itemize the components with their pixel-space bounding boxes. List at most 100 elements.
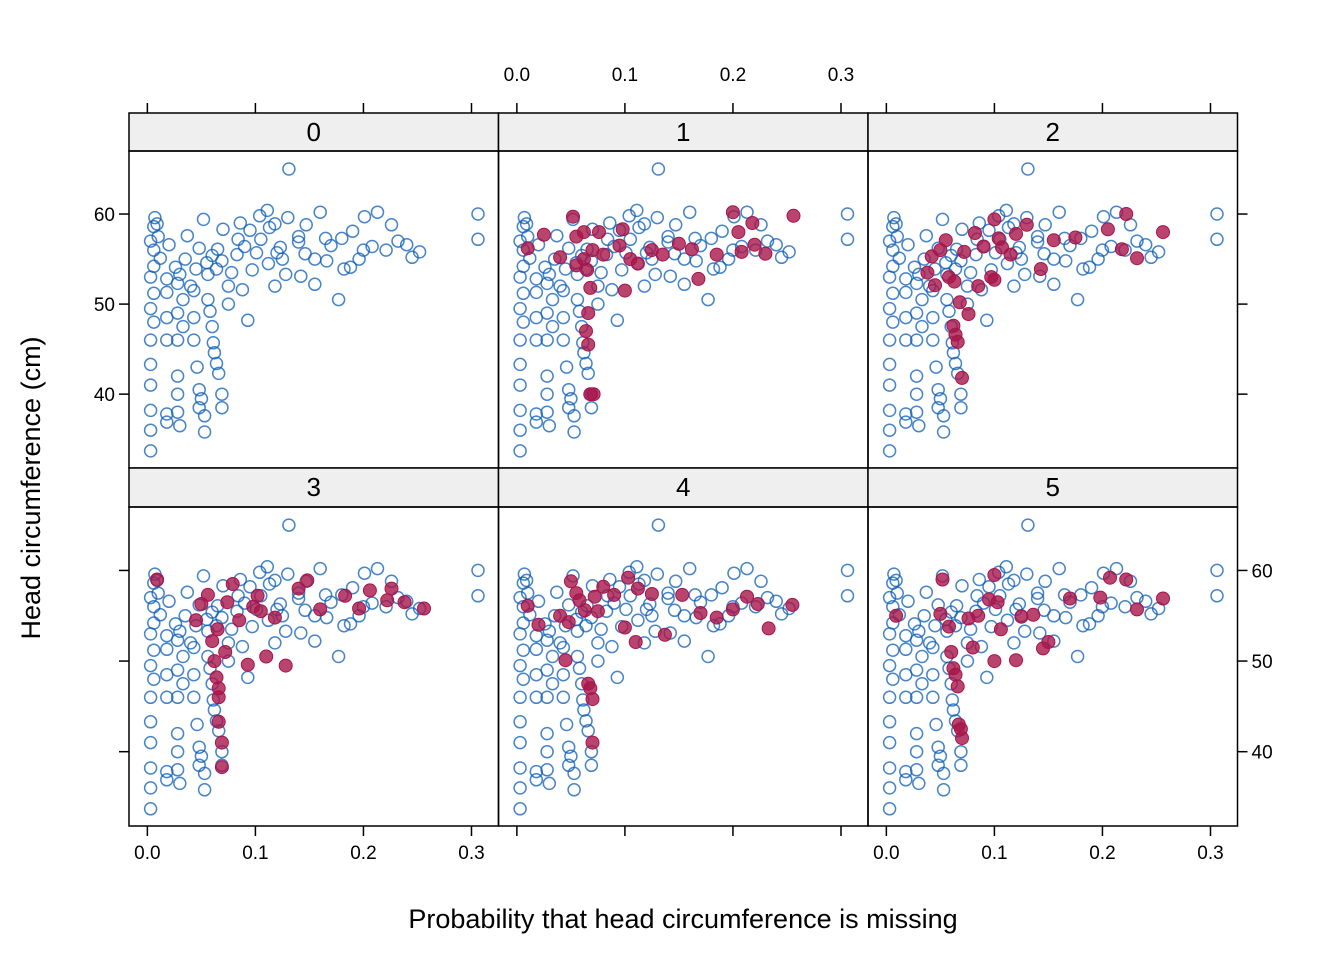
imputed-point bbox=[993, 622, 1008, 637]
observed-point bbox=[1084, 580, 1099, 595]
observed-point bbox=[197, 783, 212, 797]
observed-point bbox=[337, 262, 351, 276]
observed-point bbox=[540, 369, 554, 383]
x-tick-label-top: 0.0 bbox=[504, 65, 530, 86]
observed-point bbox=[1020, 567, 1034, 581]
imputed-point bbox=[725, 205, 740, 220]
observed-point bbox=[1030, 229, 1045, 244]
x-tick-label-bottom: 0.1 bbox=[242, 843, 268, 864]
observed-point bbox=[224, 622, 239, 637]
observed-point bbox=[357, 566, 372, 580]
observed-point bbox=[513, 301, 527, 316]
observed-point bbox=[143, 378, 158, 392]
observed-point bbox=[1030, 235, 1045, 249]
observed-point bbox=[912, 418, 926, 433]
observed-point bbox=[211, 366, 226, 381]
observed-point bbox=[567, 783, 581, 797]
observed-point bbox=[1038, 574, 1052, 589]
observed-point bbox=[936, 425, 951, 439]
observed-point bbox=[516, 286, 531, 301]
imputed-point bbox=[747, 237, 762, 252]
observed-point bbox=[899, 642, 913, 657]
observed-point bbox=[545, 319, 560, 334]
observed-point bbox=[919, 228, 934, 243]
observed-point bbox=[513, 423, 527, 437]
imputed-point bbox=[1103, 570, 1117, 585]
observed-point bbox=[1021, 518, 1035, 532]
observed-point bbox=[972, 572, 987, 587]
imputed-point bbox=[210, 622, 225, 637]
imputed-point bbox=[928, 278, 942, 293]
observed-point bbox=[221, 279, 236, 293]
imputed-point bbox=[214, 760, 229, 775]
observed-point bbox=[194, 391, 209, 406]
imputed-point bbox=[220, 595, 235, 610]
observed-point bbox=[173, 776, 187, 791]
imputed-point bbox=[617, 620, 632, 635]
observed-point bbox=[545, 292, 560, 307]
observed-point bbox=[192, 241, 206, 256]
imputed-point bbox=[240, 657, 255, 672]
imputed-point bbox=[725, 602, 740, 617]
observed-point bbox=[909, 387, 924, 401]
observed-point bbox=[1047, 277, 1061, 292]
observed-point bbox=[1210, 563, 1224, 578]
observed-point bbox=[1082, 260, 1097, 274]
panel-4: 4 bbox=[497, 467, 869, 827]
observed-point bbox=[682, 205, 697, 219]
observed-point bbox=[170, 663, 185, 677]
x-tick-label-top: 0.2 bbox=[720, 65, 746, 86]
x-tick-label-bottom: 0.1 bbox=[981, 843, 1007, 864]
imputed-point bbox=[1114, 242, 1129, 257]
observed-point bbox=[540, 276, 554, 291]
imputed-point bbox=[380, 593, 395, 608]
imputed-point bbox=[362, 583, 377, 598]
observed-point bbox=[345, 580, 360, 595]
observed-point bbox=[915, 292, 929, 307]
observed-point bbox=[542, 624, 557, 638]
observed-point bbox=[168, 260, 183, 274]
observed-point bbox=[721, 252, 736, 266]
observed-point bbox=[887, 567, 901, 581]
observed-point bbox=[1007, 279, 1021, 293]
observed-point bbox=[187, 640, 201, 655]
imputed-point bbox=[581, 306, 596, 321]
panels-layer: 0 1 2 3 4 5 bbox=[128, 112, 1239, 827]
observed-point bbox=[197, 409, 212, 423]
observed-point bbox=[187, 283, 201, 298]
imputed-point bbox=[612, 238, 627, 253]
observed-point bbox=[882, 802, 897, 816]
observed-point bbox=[513, 627, 527, 641]
observed-point bbox=[945, 693, 960, 707]
observed-point bbox=[513, 715, 527, 729]
observed-point bbox=[591, 636, 605, 650]
observed-point bbox=[774, 250, 789, 265]
observed-point bbox=[1138, 594, 1153, 609]
imputed-point bbox=[1156, 225, 1170, 240]
observed-point bbox=[882, 444, 897, 458]
observed-point bbox=[556, 333, 571, 347]
observed-point bbox=[886, 643, 900, 657]
observed-point bbox=[912, 624, 926, 638]
panel-strip-label: 3 bbox=[307, 472, 321, 502]
imputed-point bbox=[232, 613, 247, 628]
observed-point bbox=[581, 724, 595, 738]
observed-point bbox=[243, 223, 257, 238]
observed-point bbox=[275, 252, 290, 266]
imputed-point bbox=[214, 735, 229, 750]
observed-point bbox=[909, 276, 924, 291]
y-tick-label-left: 50 bbox=[94, 295, 115, 316]
observed-point bbox=[205, 319, 219, 334]
panel-0: 0 bbox=[128, 112, 500, 469]
imputed-point bbox=[189, 613, 203, 628]
imputed-point bbox=[585, 692, 600, 707]
observed-point bbox=[243, 580, 257, 594]
observed-point bbox=[513, 735, 527, 750]
observed-point bbox=[650, 210, 665, 225]
observed-point bbox=[201, 267, 215, 282]
observed-point bbox=[187, 333, 201, 347]
observed-point bbox=[150, 217, 164, 231]
observed-point bbox=[899, 415, 913, 429]
observed-point bbox=[471, 563, 485, 578]
